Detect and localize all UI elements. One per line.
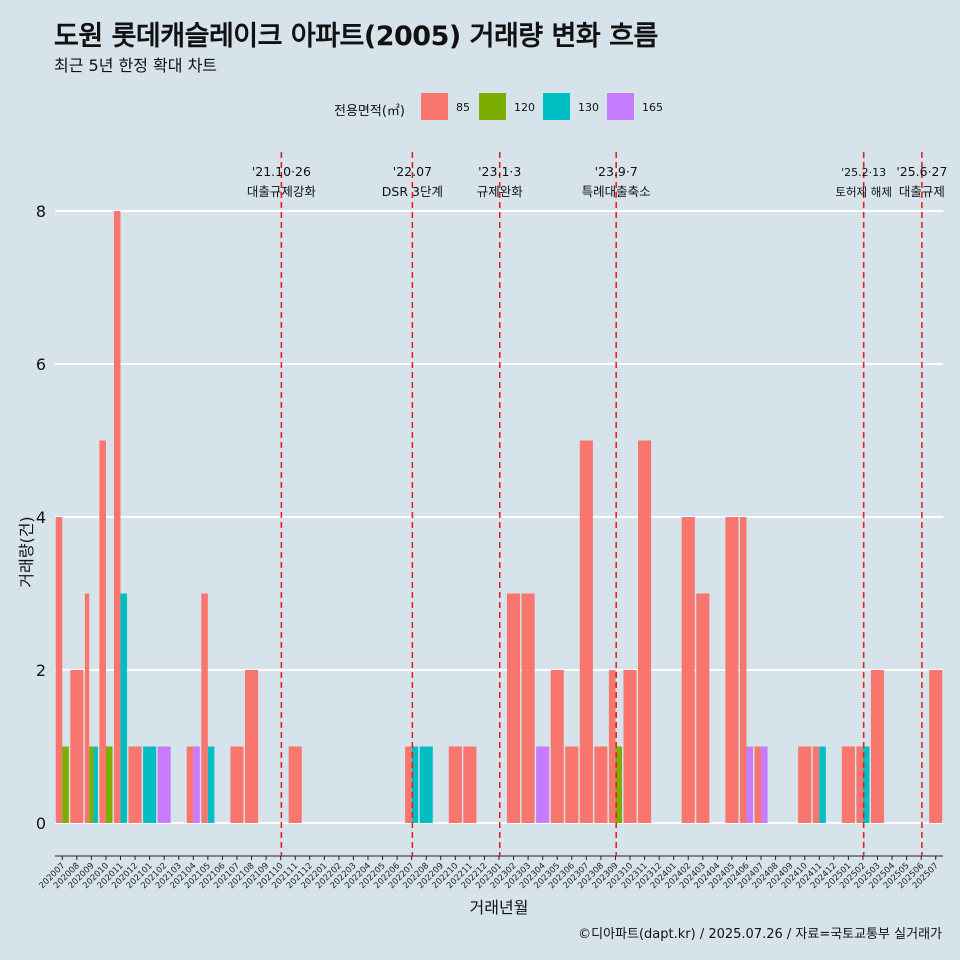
event-date-0: '21.10·26 — [252, 164, 311, 179]
bar-202405-85 — [725, 517, 739, 823]
bar-202304-165 — [536, 746, 550, 823]
bar-202411-85 — [812, 746, 820, 823]
bar-202007-120 — [62, 746, 69, 823]
bar-202208-130 — [419, 746, 433, 823]
event-label-4: 토허제 해제 — [835, 185, 892, 199]
legend-swatch-120 — [479, 93, 506, 120]
legend-label-85: 85 — [456, 101, 470, 114]
chart-subtitle: 최근 5년 한정 확대 차트 — [54, 56, 218, 75]
bar-202011-130 — [120, 593, 128, 823]
event-label-0: 대출규제강화 — [247, 184, 317, 199]
bar-202104-165 — [193, 746, 200, 823]
legend: 전용면적(㎡) 85 120 130 165 — [0, 93, 960, 121]
bar-202305-85 — [550, 670, 564, 823]
bar-202406-85 — [739, 517, 747, 823]
bar-202309-85 — [608, 670, 616, 823]
bar-202502-130 — [862, 746, 870, 823]
legend-label-165: 165 — [642, 101, 663, 114]
bar-202303-85 — [521, 593, 535, 823]
event-date-3: '23.9·7 — [595, 164, 638, 179]
bar-202310-85 — [623, 670, 637, 823]
legend-label-130: 130 — [578, 101, 599, 114]
bar-202010-85 — [99, 440, 106, 823]
bar-202402-85 — [681, 517, 695, 823]
bar-202104-85 — [186, 746, 194, 823]
legend-label-120: 120 — [514, 101, 535, 114]
bar-202407-85 — [754, 746, 762, 823]
legend-swatch-130 — [543, 93, 570, 120]
event-date-2: '23.1·3 — [478, 164, 521, 179]
bar-202503-85 — [870, 670, 885, 823]
event-date-4: '25.2·13 — [841, 166, 886, 179]
event-label-2: 규제완화 — [477, 184, 524, 199]
bar-202211-85 — [463, 746, 477, 823]
legend-swatch-165 — [607, 93, 634, 120]
y-tick-label: 8 — [36, 202, 46, 221]
bar-202210-85 — [448, 746, 462, 823]
bar-202011-85 — [113, 211, 121, 823]
y-tick-label: 6 — [36, 355, 46, 374]
bar-202306-85 — [565, 746, 579, 823]
bar-202311-85 — [638, 440, 652, 823]
bar-202410-85 — [798, 746, 812, 823]
source-caption: ©디아파트(dapt.kr) / 2025.07.26 / 자료=국토교통부 실… — [578, 927, 942, 942]
bar-202407-165 — [761, 746, 768, 823]
event-label-3: 특례대출축소 — [582, 184, 651, 199]
bar-202107-85 — [230, 746, 244, 823]
bar-202411-130 — [819, 746, 826, 823]
bar-202207-130 — [411, 746, 419, 823]
bar-202502-85 — [856, 746, 863, 823]
bar-202009-85 — [84, 593, 90, 823]
bar-202307-85 — [579, 440, 593, 823]
bar-202507-85 — [929, 670, 943, 823]
y-tick-label: 2 — [36, 661, 46, 680]
bar-202403-85 — [696, 593, 710, 823]
y-tick-label: 0 — [36, 814, 46, 833]
bar-202308-85 — [594, 746, 608, 823]
bar-202501-85 — [841, 746, 855, 823]
bar-202012-85 — [128, 746, 142, 823]
bar-202102-165 — [157, 746, 171, 823]
bar-202010-120 — [105, 746, 113, 823]
bar-202111-85 — [288, 746, 302, 823]
bar-202108-85 — [244, 670, 259, 823]
event-date-1: '22.07 — [393, 164, 432, 179]
y-tick-label: 4 — [36, 508, 46, 527]
event-label-5: 대출규제 — [899, 184, 945, 199]
bar-202007-85 — [55, 517, 63, 823]
bar-202207-85 — [405, 746, 412, 823]
event-date-5: '25.6·27 — [896, 164, 947, 179]
y-axis-title: 거래량(건) — [17, 516, 36, 587]
legend-title: 전용면적(㎡) — [334, 104, 405, 119]
bar-202105-130 — [207, 746, 215, 823]
bar-202009-120 — [89, 746, 94, 823]
legend-swatch-85 — [421, 93, 448, 120]
chart-title: 도원 롯데캐슬레이크 아파트(2005) 거래량 변화 흐름 — [54, 21, 658, 52]
bar-202008-85 — [70, 670, 84, 823]
x-axis-title: 거래년월 — [470, 898, 529, 917]
bar-202309-120 — [615, 746, 623, 823]
bar-202302-85 — [507, 593, 521, 823]
bar-202105-85 — [201, 593, 208, 823]
bar-202009-130 — [93, 746, 98, 823]
bar-202406-165 — [746, 746, 754, 823]
bar-202101-130 — [143, 746, 157, 823]
event-label-1: DSR 3단계 — [382, 184, 443, 199]
